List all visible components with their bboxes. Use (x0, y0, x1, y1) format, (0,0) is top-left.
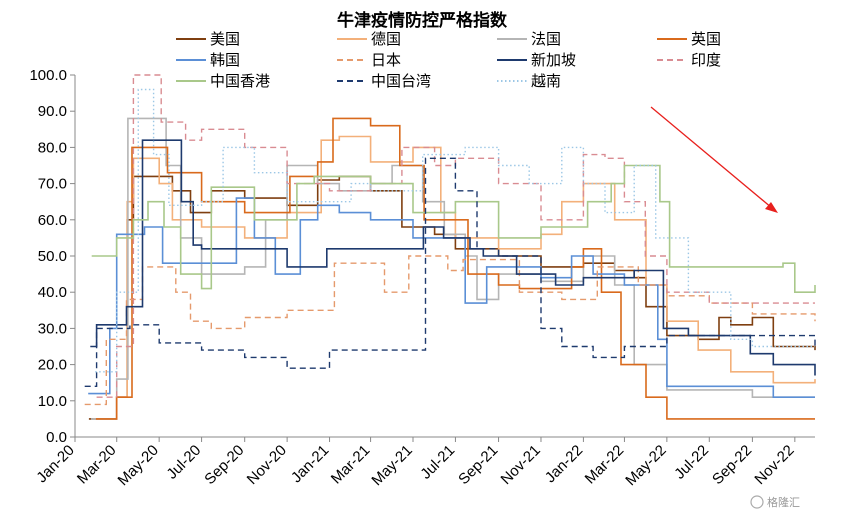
legend-item-1: 德国 (337, 30, 401, 48)
legend-item-8: 中国香港 (176, 72, 270, 90)
y-tick-label: 60.0 (38, 212, 67, 229)
legend-label: 英国 (691, 30, 721, 48)
watermark-text: 格隆汇 (767, 495, 800, 509)
watermark: 格隆汇 (750, 495, 800, 509)
legend-item-9: 中国台湾 (337, 72, 431, 90)
series-line-6 (90, 139, 816, 376)
legend-item-4: 韩国 (176, 51, 240, 69)
series-line-1 (93, 135, 816, 420)
legend-item-10: 越南 (497, 72, 561, 90)
y-tick-label: 100.0 (29, 67, 67, 84)
legend-item-7: 印度 (657, 51, 721, 69)
series-group (84, 74, 816, 420)
y-tick-label: 70.0 (38, 176, 67, 193)
series-line-3 (95, 117, 815, 420)
legend-label: 印度 (691, 51, 721, 69)
legend-label: 韩国 (210, 51, 240, 69)
y-tick-label: 30.0 (38, 320, 67, 337)
legend-label: 中国台湾 (371, 72, 431, 90)
series-line-10 (95, 88, 815, 373)
y-tick-label: 10.0 (38, 393, 67, 410)
legend-item-6: 新加坡 (497, 51, 576, 69)
y-tick-label: 50.0 (38, 248, 67, 265)
legend-label: 越南 (531, 72, 561, 90)
y-tick-label: 80.0 (38, 139, 67, 156)
series-line-8 (91, 164, 816, 293)
legend-label: 法国 (531, 30, 561, 48)
series-line-7 (96, 74, 815, 398)
legend-label: 日本 (371, 51, 401, 69)
legend-item-3: 英国 (657, 30, 721, 48)
legend-label: 中国香港 (210, 72, 270, 90)
legend-label: 新加坡 (531, 51, 576, 69)
y-tick-label: 90.0 (38, 103, 67, 120)
series-line-9 (84, 157, 816, 387)
legend-label: 德国 (371, 30, 401, 48)
chart-title: 牛津疫情防控严格指数 (337, 10, 508, 31)
legend-item-2: 法国 (497, 30, 561, 48)
y-tick-label: 40.0 (38, 284, 67, 301)
legend-label: 美国 (210, 30, 240, 48)
y-axis: 0.0 10.0 20.0 30.0 40.0 50.0 60.0 70.0 80.0 90.0 1… (29, 67, 76, 446)
legend-item-5: 日本 (337, 51, 401, 69)
y-tick-label: 0.0 (46, 429, 67, 446)
series-line-4 (88, 197, 815, 398)
y-tick-label: 20.0 (38, 357, 67, 374)
annotation-arrow (650, 106, 778, 213)
legend-item-0: 美国 (176, 30, 240, 48)
